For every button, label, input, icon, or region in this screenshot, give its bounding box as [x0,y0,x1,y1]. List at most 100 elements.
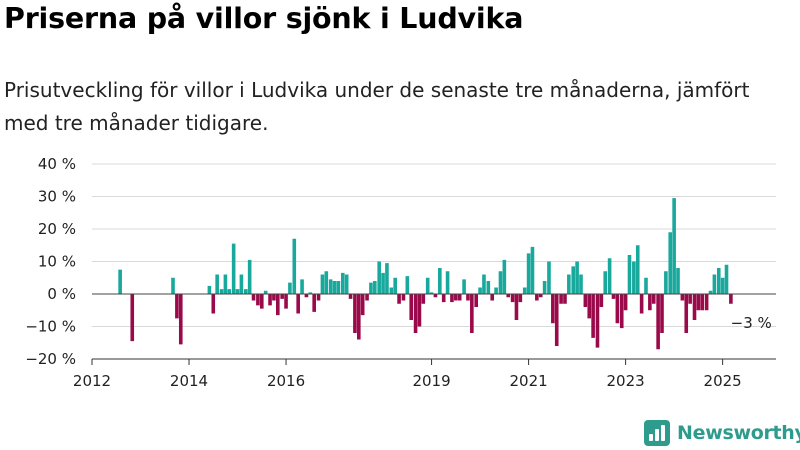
bar [522,287,527,294]
bar [583,294,588,307]
bar [510,294,515,303]
bar [231,243,236,294]
bar [377,261,381,294]
bar [623,294,628,311]
bar [514,294,519,320]
bar [292,238,297,294]
y-axis-ticks: −20 % −10 % 0 % 10 % 20 % 30 % 40 % [25,155,76,368]
bar [316,294,321,301]
bar [223,274,228,294]
bar [417,294,422,327]
bar [429,292,434,294]
bar [551,294,555,324]
bar [284,294,288,309]
bar [611,294,616,299]
bar [559,294,563,304]
bar [454,294,458,301]
bar [599,294,604,307]
x-tick-label: 2014 [170,372,208,390]
bar [700,294,705,311]
bar [215,274,219,294]
bar [591,294,595,338]
bar [680,294,685,301]
y-tick-label: 40 % [38,155,76,173]
y-tick-label: −10 % [25,318,76,336]
bar [118,269,122,294]
bar [312,294,316,312]
bar [494,287,498,294]
bar [607,258,612,294]
bar [486,281,491,294]
bar [575,261,579,294]
y-tick-label: 0 % [47,285,76,303]
bar [413,294,418,333]
latest-value-annotation: −3 % [731,314,772,332]
bar [393,277,397,294]
bar [595,294,600,348]
bar [720,277,725,294]
bar [571,266,576,294]
bar [433,294,438,298]
bar [506,294,511,298]
bar [324,271,329,294]
bar [615,294,620,324]
bar [632,261,636,294]
bar [478,287,482,294]
bar [263,290,268,294]
bar [389,287,394,294]
bar [651,294,656,304]
bar [341,272,345,294]
bar [619,294,624,329]
bar [470,294,474,333]
bar [296,294,300,314]
bar [712,274,717,294]
bar [357,294,361,340]
bar [373,281,377,294]
bar [336,281,341,294]
bar [130,294,135,342]
bar [688,294,692,304]
bar [445,271,450,294]
bar [457,294,462,301]
bar [421,294,426,304]
bar [348,294,353,299]
bar [538,294,543,298]
bar [708,290,713,294]
bar [385,263,389,294]
bar [280,294,284,299]
bar [438,268,442,294]
bar [696,294,701,311]
bar [251,294,256,301]
bar [381,272,385,294]
bar [502,259,507,294]
bar [482,274,486,294]
x-tick-label: 2012 [73,372,111,390]
bar [328,279,333,294]
bar [243,289,248,294]
bar [369,282,373,294]
bar [175,294,179,319]
bar [668,232,673,294]
bar [288,282,292,294]
bar [227,289,232,294]
bar [724,264,729,294]
x-tick-label: 2019 [412,372,450,390]
bar [498,271,503,294]
bar [409,294,413,320]
bar [656,294,660,350]
bar [530,246,535,294]
bar [178,294,183,345]
bar [660,294,664,333]
bar [397,294,401,304]
bar [704,294,709,311]
bar [332,281,337,294]
bar [308,292,313,294]
bar [401,294,406,301]
brand-name: Newsworthy [677,422,800,444]
bar [716,268,721,294]
bar [275,294,280,316]
bar [729,294,733,304]
bar [627,255,632,294]
bar [256,294,260,306]
x-tick-label: 2023 [607,372,645,390]
